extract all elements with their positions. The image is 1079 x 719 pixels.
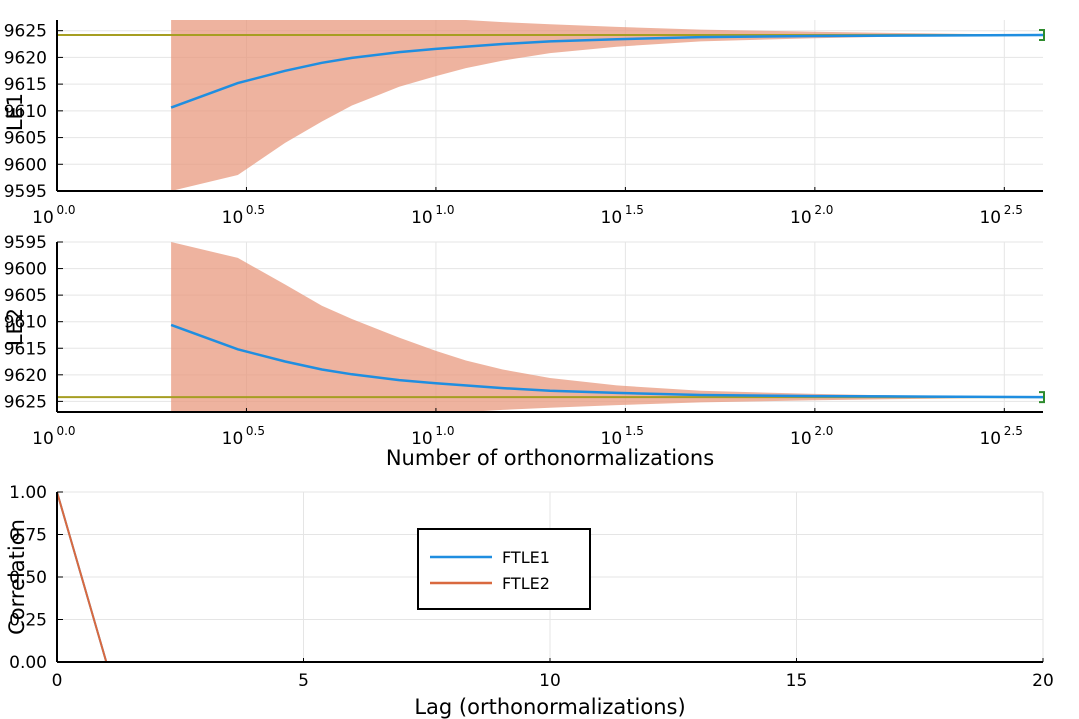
x-tick-label: 10 — [411, 429, 433, 449]
legend: FTLE1 FTLE2 — [417, 528, 591, 610]
panel-le1-ylabel: LE1 — [3, 93, 27, 131]
x-tick-exponent: 1.5 — [625, 203, 644, 217]
panel-le2-confidence-band — [171, 242, 1044, 412]
x-tick-label: 10 — [601, 208, 623, 228]
y-tick-label: 9595 — [4, 233, 47, 253]
x-tick-exponent: 2.0 — [814, 424, 833, 438]
y-tick-label: 9620 — [4, 48, 47, 68]
y-tick-label: 9620 — [4, 366, 47, 386]
panel-le2-axes — [56, 242, 1043, 413]
y-tick-label: 9615 — [4, 75, 47, 95]
x-tick-exponent: 1.5 — [625, 424, 644, 438]
x-tick-exponent: 0.5 — [246, 424, 265, 438]
panel-le1-confidence-band — [171, 20, 1044, 191]
panel-correlation-ylabel: Correlation — [5, 519, 29, 635]
x-tick-label: 10 — [411, 208, 433, 228]
y-tick-label: 9625 — [4, 392, 47, 412]
panel-correlation-ticks: 0 5 10 15 20 0.00 0.25 0.50 0.75 1.00 — [9, 483, 1054, 691]
x-tick-exponent: 1.0 — [435, 203, 454, 217]
y-tick-label: 9600 — [4, 260, 47, 280]
x-tick-label: 10 — [32, 208, 54, 228]
legend-label-ftle1: FTLE1 — [502, 548, 550, 567]
panel-le2-mean-line — [170, 323, 1044, 399]
legend-label-ftle2: FTLE2 — [502, 574, 550, 593]
x-tick-label: 10 — [790, 429, 812, 449]
panel-le2: 10 0.0 10 0.5 10 1.0 10 1.5 10 2.0 10 2.59595960096… — [3, 233, 1045, 470]
y-tick-label: 0.50 — [9, 568, 47, 588]
x-tick-exponent: 0.0 — [56, 424, 75, 438]
panel-le1: 10 0.0 10 0.5 10 1.0 10 1.5 10 2.0 10 2.59595960096… — [3, 20, 1045, 228]
legend-box — [417, 528, 591, 610]
panel-le1-axes — [56, 20, 1043, 192]
x-tick-exponent: 1.0 — [435, 424, 454, 438]
x-tick-label: 10 — [539, 671, 561, 691]
x-tick-label: 10 — [222, 208, 244, 228]
series-end-marker — [1039, 28, 1045, 41]
y-tick-label: 9600 — [4, 155, 47, 175]
panel-correlation: 0 5 10 15 20 0.00 0.25 0.50 0.75 1.00 Correlation… — [5, 483, 1054, 719]
y-tick-label: 9605 — [4, 129, 47, 149]
panel-le2-xlabel: Number of orthonormalizations — [386, 446, 714, 470]
y-tick-label: 9610 — [4, 313, 47, 333]
panel-le2-ticks: 10 0.0 10 0.5 10 1.0 10 1.5 10 2.0 10 2.59595960096… — [4, 233, 1023, 449]
x-tick-label: 15 — [786, 671, 808, 691]
y-tick-label: 9610 — [4, 102, 47, 122]
y-tick-label: 0.00 — [9, 653, 47, 673]
x-tick-label: 10 — [979, 208, 1001, 228]
y-tick-label: 9595 — [4, 182, 47, 202]
x-tick-label: 20 — [1032, 671, 1054, 691]
x-tick-exponent: 2.0 — [814, 203, 833, 217]
panel-le2-ylabel: LE2 — [3, 308, 27, 346]
x-tick-label: 10 — [601, 429, 623, 449]
x-tick-label: 5 — [298, 671, 309, 691]
x-tick-exponent: 0.5 — [246, 203, 265, 217]
y-tick-label: 9625 — [4, 22, 47, 42]
y-tick-label: 1.00 — [9, 483, 47, 503]
y-tick-label: 0.75 — [9, 526, 47, 546]
x-tick-label: 10 — [222, 429, 244, 449]
x-tick-exponent: 0.0 — [56, 203, 75, 217]
x-tick-exponent: 2.5 — [1004, 203, 1023, 217]
series-end-marker — [1039, 391, 1045, 404]
x-tick-label: 10 — [979, 429, 1001, 449]
panel-le1-mean-line — [170, 33, 1044, 109]
y-tick-label: 9615 — [4, 339, 47, 359]
x-tick-label: 10 — [790, 208, 812, 228]
panel-correlation-xlabel: Lag (orthonormalizations) — [414, 695, 685, 719]
y-tick-label: 9605 — [4, 286, 47, 306]
y-tick-label: 0.25 — [9, 611, 47, 631]
panel-le1-ticks: 10 0.0 10 0.5 10 1.0 10 1.5 10 2.0 10 2.59595960096… — [4, 22, 1023, 228]
x-tick-label: 0 — [52, 671, 63, 691]
x-tick-label: 10 — [32, 429, 54, 449]
x-tick-exponent: 2.5 — [1004, 424, 1023, 438]
